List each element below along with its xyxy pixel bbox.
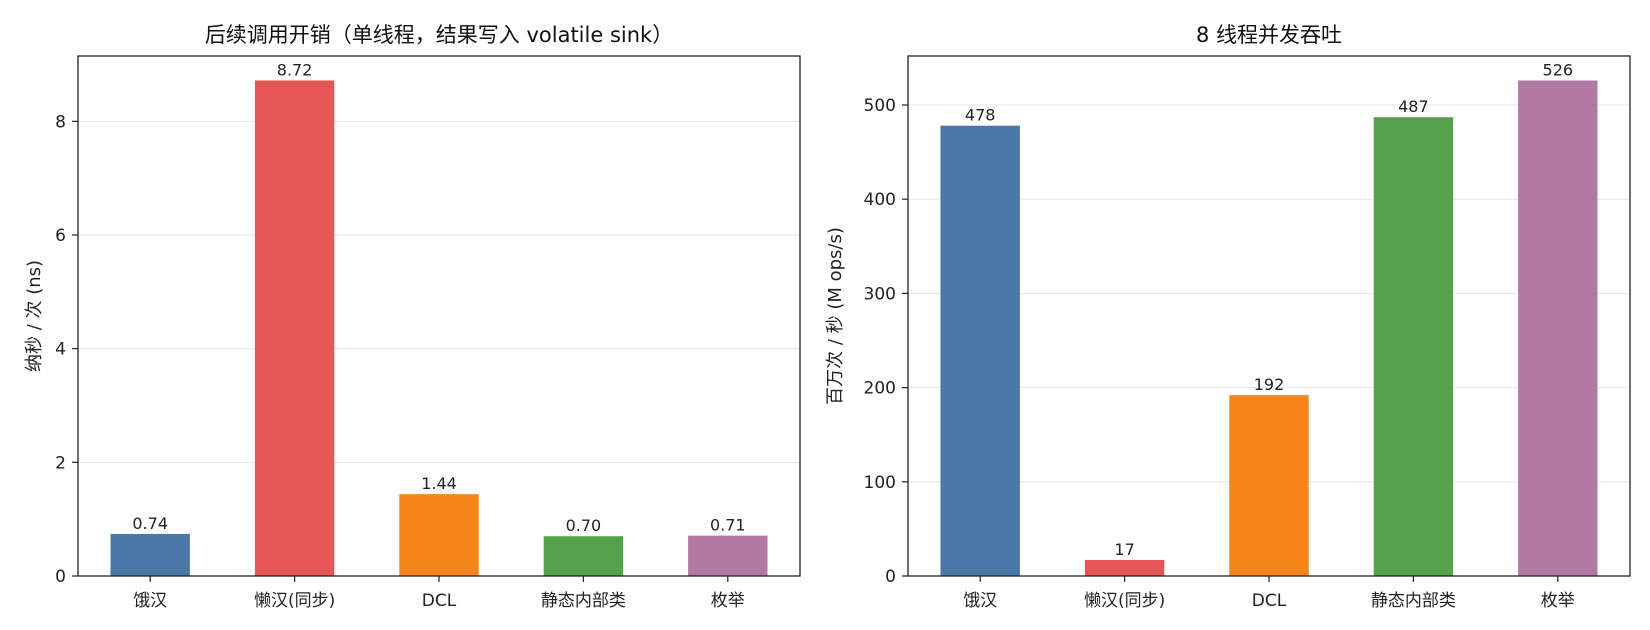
bar [110, 533, 190, 576]
bar [940, 125, 1020, 576]
x-tick-label: DCL [422, 591, 457, 611]
x-tick-label: 饿汉 [963, 591, 997, 611]
x-tick-label: 懒汉(同步) [254, 591, 335, 611]
data-label: 526 [1543, 60, 1574, 79]
bar [1084, 559, 1165, 576]
y-tick-label: 0 [885, 567, 896, 587]
y-tick-label: 200 [864, 379, 896, 399]
x-tick-label: 静态内部类 [541, 591, 626, 611]
y-tick-label: 400 [864, 190, 896, 210]
left-chart-runtime-overhead: 后续调用开销（单线程，结果写入 volatile sink） 纳秒 / 次 (n… [24, 23, 801, 611]
bar [254, 80, 335, 576]
right-chart-concurrent-throughput: 8 线程并发吞吐 百万次 / 秒 (M ops/s) 478 17 192 487 52… [825, 23, 1631, 611]
bar [1518, 80, 1598, 577]
y-tick-label: 100 [864, 473, 896, 493]
x-tick-label: 静态内部类 [1371, 591, 1456, 611]
data-label: 0.74 [132, 514, 168, 533]
bar [688, 535, 768, 576]
bar [1229, 395, 1309, 576]
y-tick-label: 500 [864, 96, 896, 116]
data-label: 17 [1114, 540, 1134, 559]
chart-title: 8 线程并发吞吐 [1196, 23, 1342, 47]
data-label: 487 [1398, 97, 1429, 116]
y-axis-label: 百万次 / 秒 (M ops/s) [825, 227, 846, 405]
y-tick-label: 6 [55, 226, 66, 246]
y-tick-label: 4 [55, 340, 66, 360]
data-label: 8.72 [277, 60, 313, 79]
data-label: 478 [965, 106, 996, 125]
chart-title: 后续调用开销（单线程，结果写入 volatile sink） [205, 23, 673, 47]
data-label: 0.70 [566, 516, 602, 535]
y-axis-label: 纳秒 / 次 (ns) [24, 260, 45, 372]
bar [399, 494, 479, 576]
bar [543, 536, 624, 576]
y-tick-label: 0 [55, 567, 66, 587]
y-tick-label: 2 [55, 453, 66, 473]
x-tick-label: 枚举 [711, 591, 745, 611]
bar [1373, 117, 1454, 577]
y-tick-label: 300 [864, 284, 896, 304]
x-tick-label: 枚举 [1541, 591, 1575, 611]
data-label: 0.71 [710, 516, 746, 535]
data-label: 1.44 [421, 474, 457, 493]
x-tick-label: DCL [1252, 591, 1287, 611]
y-tick-label: 8 [55, 112, 66, 132]
x-tick-label: 懒汉(同步) [1084, 591, 1165, 611]
x-tick-label: 饿汉 [133, 591, 167, 611]
data-label: 192 [1254, 375, 1285, 394]
